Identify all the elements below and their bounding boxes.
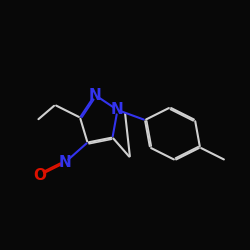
- Text: O: O: [34, 168, 46, 182]
- Text: N: N: [111, 102, 124, 118]
- Text: N: N: [88, 88, 102, 102]
- Text: N: N: [58, 155, 71, 170]
